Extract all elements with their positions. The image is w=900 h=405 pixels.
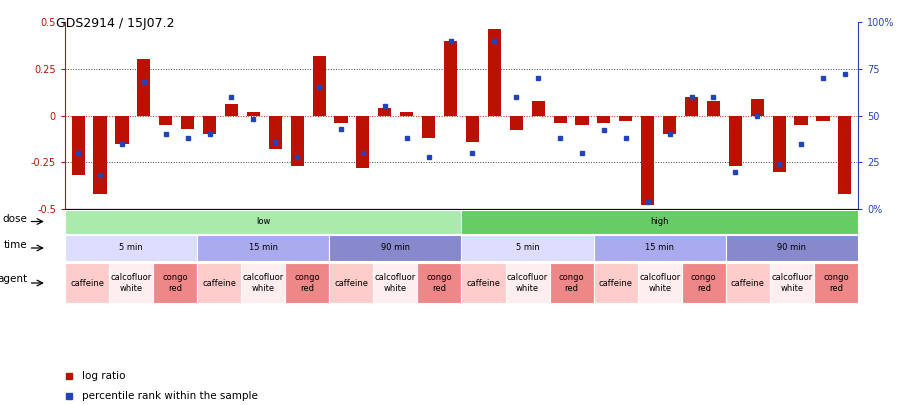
Bar	[488, 30, 501, 115]
Bar	[241, 263, 285, 303]
Bar	[159, 115, 172, 125]
Bar	[838, 115, 851, 194]
Bar	[109, 263, 153, 303]
Bar	[356, 115, 370, 168]
Bar	[619, 115, 633, 121]
Text: caffeine: caffeine	[202, 279, 236, 288]
Bar	[598, 115, 610, 123]
Bar	[335, 115, 347, 123]
Bar	[594, 263, 638, 303]
Text: caffeine: caffeine	[466, 279, 500, 288]
Bar	[772, 115, 786, 172]
Bar	[65, 263, 109, 303]
Bar	[594, 234, 725, 262]
Bar	[138, 60, 150, 115]
Bar	[422, 115, 436, 138]
Bar	[532, 100, 544, 115]
Bar	[575, 115, 589, 125]
Bar	[153, 263, 197, 303]
Text: agent: agent	[0, 274, 27, 284]
Bar	[725, 263, 770, 303]
Text: caffeine: caffeine	[335, 279, 368, 288]
Text: congo
red: congo red	[824, 273, 849, 293]
Bar	[685, 97, 698, 115]
Bar	[269, 115, 282, 149]
Bar	[663, 115, 676, 134]
Bar	[729, 115, 742, 166]
Bar	[816, 115, 830, 121]
Bar	[65, 234, 197, 262]
Bar	[795, 115, 807, 125]
Text: time: time	[4, 240, 27, 250]
Text: log ratio: log ratio	[83, 371, 126, 382]
Text: calcofluor
white: calcofluor white	[243, 273, 284, 293]
Bar	[509, 115, 523, 130]
Bar	[197, 263, 241, 303]
Bar	[462, 209, 858, 234]
Bar	[706, 100, 720, 115]
Text: 90 min: 90 min	[381, 243, 410, 252]
Text: congo
red: congo red	[691, 273, 716, 293]
Bar	[418, 263, 462, 303]
Text: congo
red: congo red	[559, 273, 584, 293]
Bar	[374, 263, 418, 303]
Bar	[291, 115, 304, 166]
Bar	[65, 209, 462, 234]
Text: congo
red: congo red	[427, 273, 453, 293]
Text: caffeine: caffeine	[70, 279, 104, 288]
Bar	[378, 108, 392, 115]
Bar	[72, 115, 85, 175]
Bar	[115, 115, 129, 143]
Bar	[400, 112, 413, 115]
Text: percentile rank within the sample: percentile rank within the sample	[83, 390, 258, 401]
Text: high: high	[651, 217, 669, 226]
Bar	[444, 40, 457, 115]
Text: caffeine: caffeine	[731, 279, 765, 288]
Text: 15 min: 15 min	[248, 243, 278, 252]
Text: congo
red: congo red	[162, 273, 188, 293]
Bar	[312, 55, 326, 115]
Bar	[751, 99, 764, 115]
Bar	[770, 263, 814, 303]
Bar	[329, 234, 462, 262]
Text: 5 min: 5 min	[119, 243, 143, 252]
Bar	[247, 112, 260, 115]
Bar	[814, 263, 858, 303]
Text: caffeine: caffeine	[598, 279, 633, 288]
Text: calcofluor
white: calcofluor white	[507, 273, 548, 293]
Bar	[638, 263, 682, 303]
Bar	[329, 263, 373, 303]
Text: 15 min: 15 min	[645, 243, 674, 252]
Bar	[682, 263, 725, 303]
Bar	[225, 104, 238, 115]
Text: dose: dose	[3, 214, 27, 224]
Text: calcofluor
white: calcofluor white	[639, 273, 680, 293]
Text: 5 min: 5 min	[516, 243, 539, 252]
Bar	[466, 115, 479, 142]
Bar	[462, 234, 594, 262]
Bar	[94, 115, 106, 194]
Text: congo
red: congo red	[294, 273, 320, 293]
Text: calcofluor
white: calcofluor white	[374, 273, 416, 293]
Bar	[725, 234, 858, 262]
Text: GDS2914 / 15J07.2: GDS2914 / 15J07.2	[56, 17, 175, 30]
Bar	[285, 263, 329, 303]
Bar	[197, 234, 329, 262]
Text: calcofluor
white: calcofluor white	[111, 273, 152, 293]
Bar	[462, 263, 506, 303]
Bar	[506, 263, 550, 303]
Text: calcofluor
white: calcofluor white	[771, 273, 813, 293]
Bar	[554, 115, 567, 123]
Bar	[550, 263, 594, 303]
Bar	[641, 115, 654, 205]
Text: low: low	[256, 217, 270, 226]
Bar	[181, 115, 194, 129]
Bar	[203, 115, 216, 134]
Text: 90 min: 90 min	[778, 243, 806, 252]
